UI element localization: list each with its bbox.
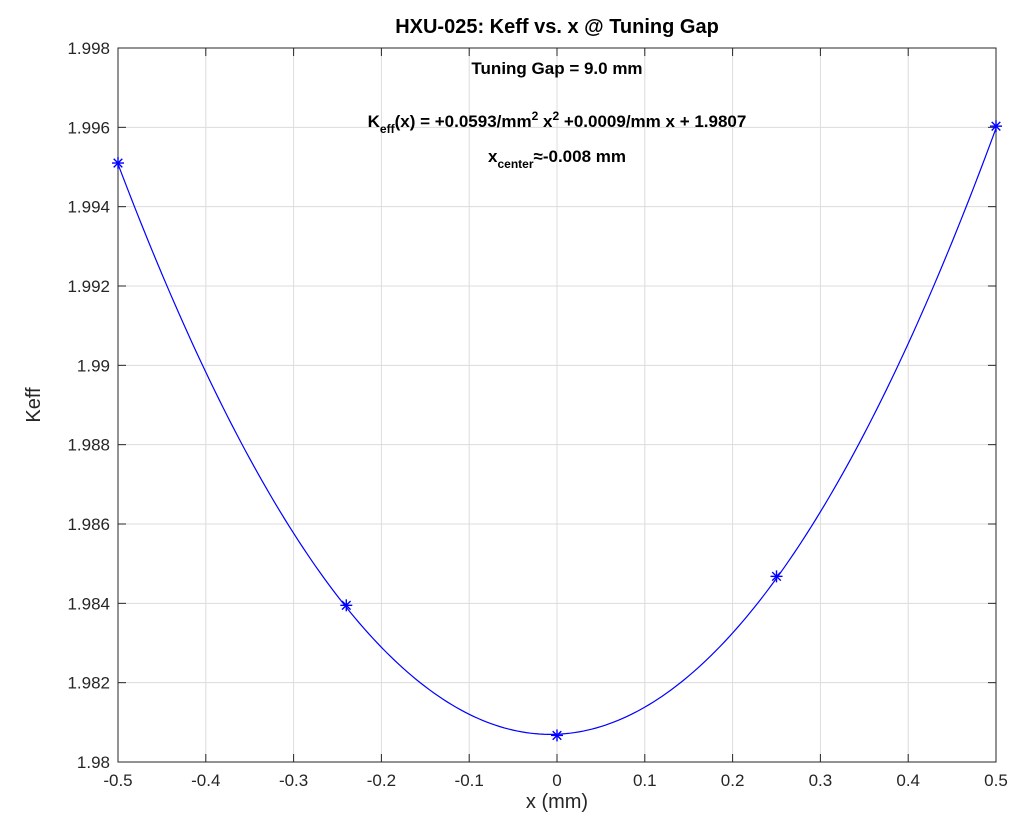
y-tick-label: 1.984 [67, 594, 110, 613]
series-layer [112, 120, 1002, 742]
fit-equation-annotation: Keff(x) = +0.0593/mm2 x2 +0.0009/mm x + … [368, 109, 747, 136]
x-tick-label: -0.5 [103, 771, 132, 790]
x-tick-label: 0.1 [633, 771, 657, 790]
y-tick-label: 1.982 [67, 674, 110, 693]
center-subscript: center [497, 157, 533, 171]
x-axis-label: x (mm) [526, 791, 588, 813]
y-tick-label: 1.992 [67, 277, 110, 296]
x-tick-label: -0.1 [455, 771, 484, 790]
x-tick-label: 0.3 [809, 771, 833, 790]
x-tick-label: 0.2 [721, 771, 745, 790]
x-tick-label: -0.3 [279, 771, 308, 790]
center-value: ≈-0.008 mm [534, 147, 627, 166]
x-tick-label: 0.5 [984, 771, 1008, 790]
fit-superscript-2: 2 [553, 109, 560, 123]
center-main: x [488, 147, 498, 166]
fit-subscript: eff [380, 122, 396, 136]
data-point-marker [551, 729, 563, 742]
x-tick-label: 0 [552, 771, 561, 790]
y-tick-labels: 1.98 1.982 1.984 1.986 1.988 1.99 1.992 1.994 1.… [67, 39, 110, 772]
marker-stroke [991, 121, 1001, 131]
data-point-marker [112, 157, 124, 170]
y-axis-label: Keff [23, 387, 45, 423]
marker-stroke [113, 158, 123, 168]
data-point-marker [340, 599, 353, 612]
marker-stroke [552, 730, 562, 741]
y-tick-label: 1.998 [67, 39, 110, 58]
fit-part1: (x) = +0.0593/mm [395, 112, 532, 131]
y-tick-label: 1.988 [67, 436, 110, 455]
center-annotation: xcenter≈-0.008 mm [488, 147, 626, 171]
x-tick-label: -0.2 [367, 771, 396, 790]
y-tick-label: 1.986 [67, 515, 110, 534]
fit-part2: x [538, 112, 553, 131]
fit-prefix: K [368, 112, 381, 131]
marker-stroke [771, 571, 782, 582]
chart-title: HXU-025: Keff vs. x @ Tuning Gap [395, 16, 719, 38]
y-tick-label: 1.994 [67, 198, 110, 217]
fit-superscript-1: 2 [532, 109, 539, 123]
tuning-gap-annotation: Tuning Gap = 9.0 mm [471, 59, 642, 78]
x-tick-label: -0.4 [191, 771, 220, 790]
y-tick-label: 1.98 [77, 753, 110, 772]
data-point-marker [770, 570, 783, 583]
marker-stroke [341, 600, 352, 611]
plot-frame [117, 47, 997, 763]
y-tick-label: 1.996 [67, 118, 110, 137]
x-tick-label: 0.4 [896, 771, 920, 790]
x-tick-labels: -0.5 -0.4 -0.3 -0.2 -0.1 0 0.1 0.2 0.3 0.4 0.5 [103, 771, 1007, 790]
y-tick-label: 1.99 [77, 356, 110, 375]
data-point-marker [990, 120, 1002, 133]
fit-part3: +0.0009/mm x + 1.9807 [559, 112, 746, 131]
